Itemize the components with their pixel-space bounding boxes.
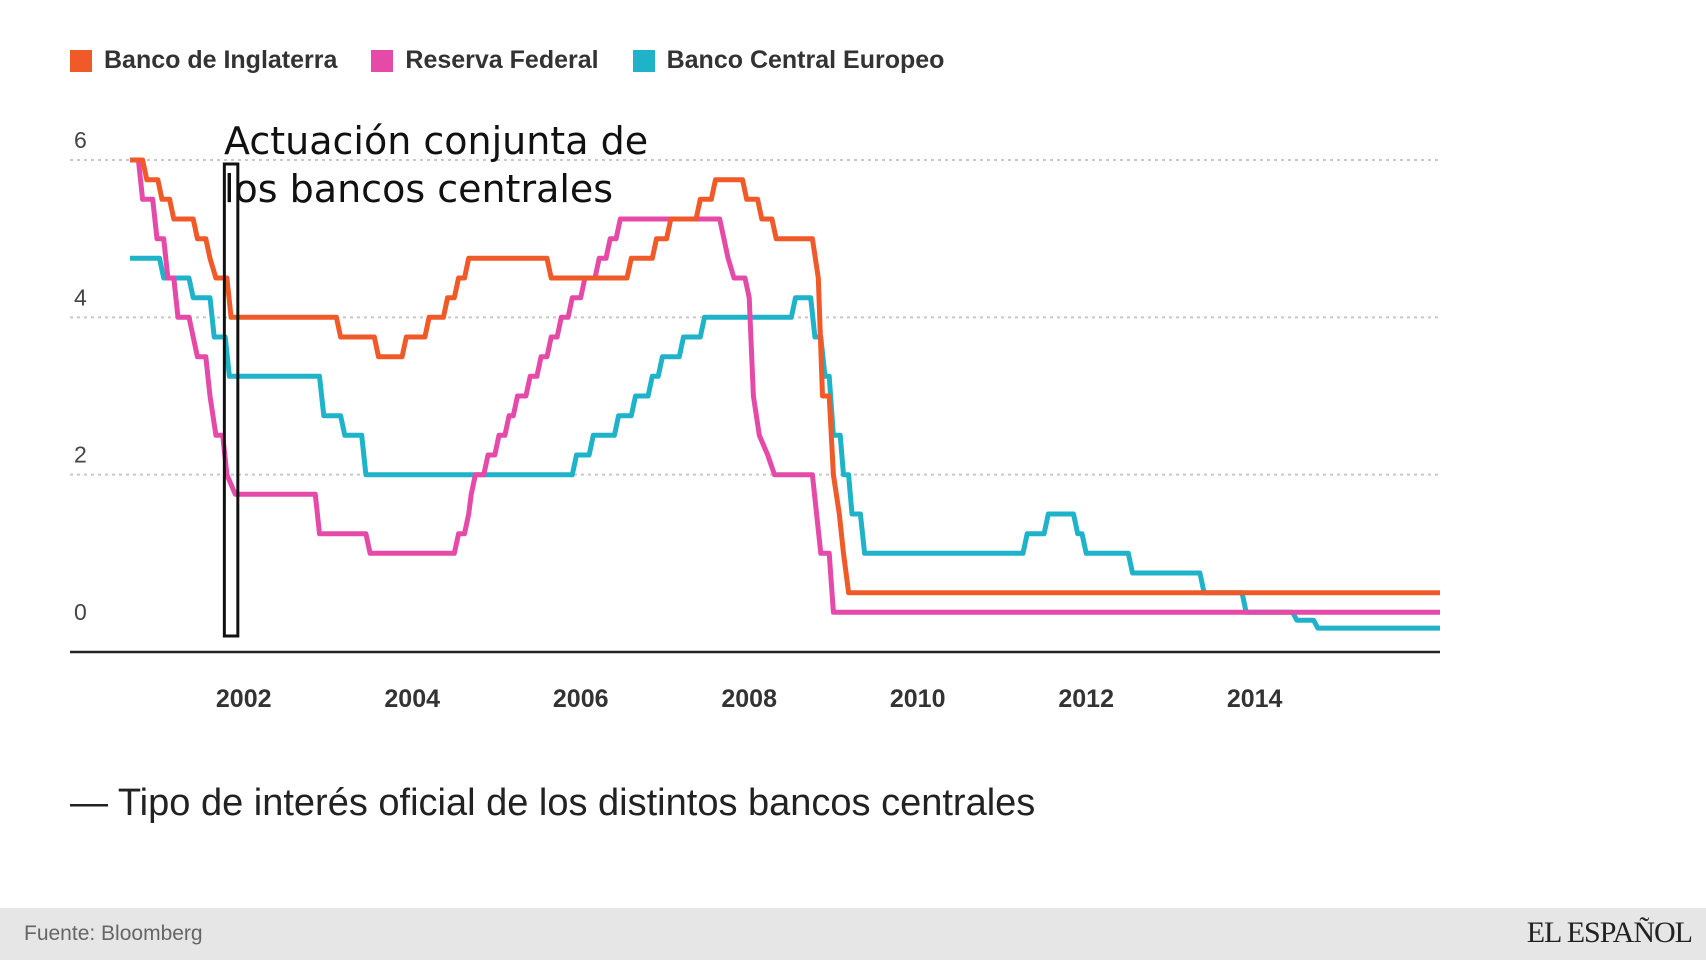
legend-swatch-ecb <box>632 49 655 72</box>
x-tick-label-2004: 2004 <box>384 685 440 713</box>
rates-line-chart: 0 2 4 6 Actuación conjunta de los bancos ce… <box>70 119 1440 713</box>
footer-bar: Fuente: Bloomberg EL ESPAÑOL <box>0 908 1706 960</box>
legend-label-boe: Banco de Inglaterra <box>104 46 338 74</box>
legend-item-banco-de-inglaterra: Banco de Inglaterra <box>70 46 337 75</box>
chart-title: — Tipo de interés oficial de los distint… <box>70 782 1035 825</box>
x-tick-label-2010: 2010 <box>890 685 946 713</box>
y-tick-label-0: 0 <box>74 599 87 625</box>
brand-logo: EL ESPAÑOL <box>1526 916 1693 949</box>
series-line-ecb <box>130 255 1440 631</box>
chart-legend: Banco de Inglaterra Reserva Federal Banc… <box>70 46 944 75</box>
x-axis-ticks: 2002 2004 2006 2008 2010 2012 2014 <box>216 685 1283 713</box>
legend-label-ecb: Banco Central Europeo <box>666 46 945 74</box>
joint-action-marker <box>222 162 240 638</box>
title-dash: — <box>70 782 108 824</box>
legend-swatch-boe <box>70 49 92 72</box>
annotation-line-2: los bancos centrales <box>224 167 613 211</box>
legend-swatch-fed <box>371 49 394 72</box>
x-tick-label-2006: 2006 <box>553 685 609 713</box>
legend-label-fed: Reserva Federal <box>405 46 599 74</box>
y-tick-label-6: 6 <box>74 127 87 153</box>
series-line-fed <box>130 157 1440 615</box>
x-tick-label-2014: 2014 <box>1227 685 1283 713</box>
source-text: Fuente: Bloomberg <box>24 922 203 945</box>
legend-item-reserva-federal: Reserva Federal <box>371 46 599 75</box>
x-tick-label-2002: 2002 <box>216 685 272 713</box>
x-tick-label-2008: 2008 <box>721 685 777 713</box>
series-line-boe <box>130 157 1440 596</box>
y-axis-ticks: 0 2 4 6 <box>74 127 87 625</box>
x-tick-label-2012: 2012 <box>1058 685 1114 713</box>
title-text: Tipo de interés oficial de los distintos… <box>117 782 1036 824</box>
legend-item-banco-central-europeo: Banco Central Europeo <box>632 46 945 75</box>
annotation-line-1: Actuación conjunta de <box>224 119 648 163</box>
y-tick-label-4: 4 <box>74 284 87 310</box>
y-tick-label-2: 2 <box>74 442 87 468</box>
gridlines <box>70 159 1440 476</box>
series-lines <box>130 157 1440 631</box>
